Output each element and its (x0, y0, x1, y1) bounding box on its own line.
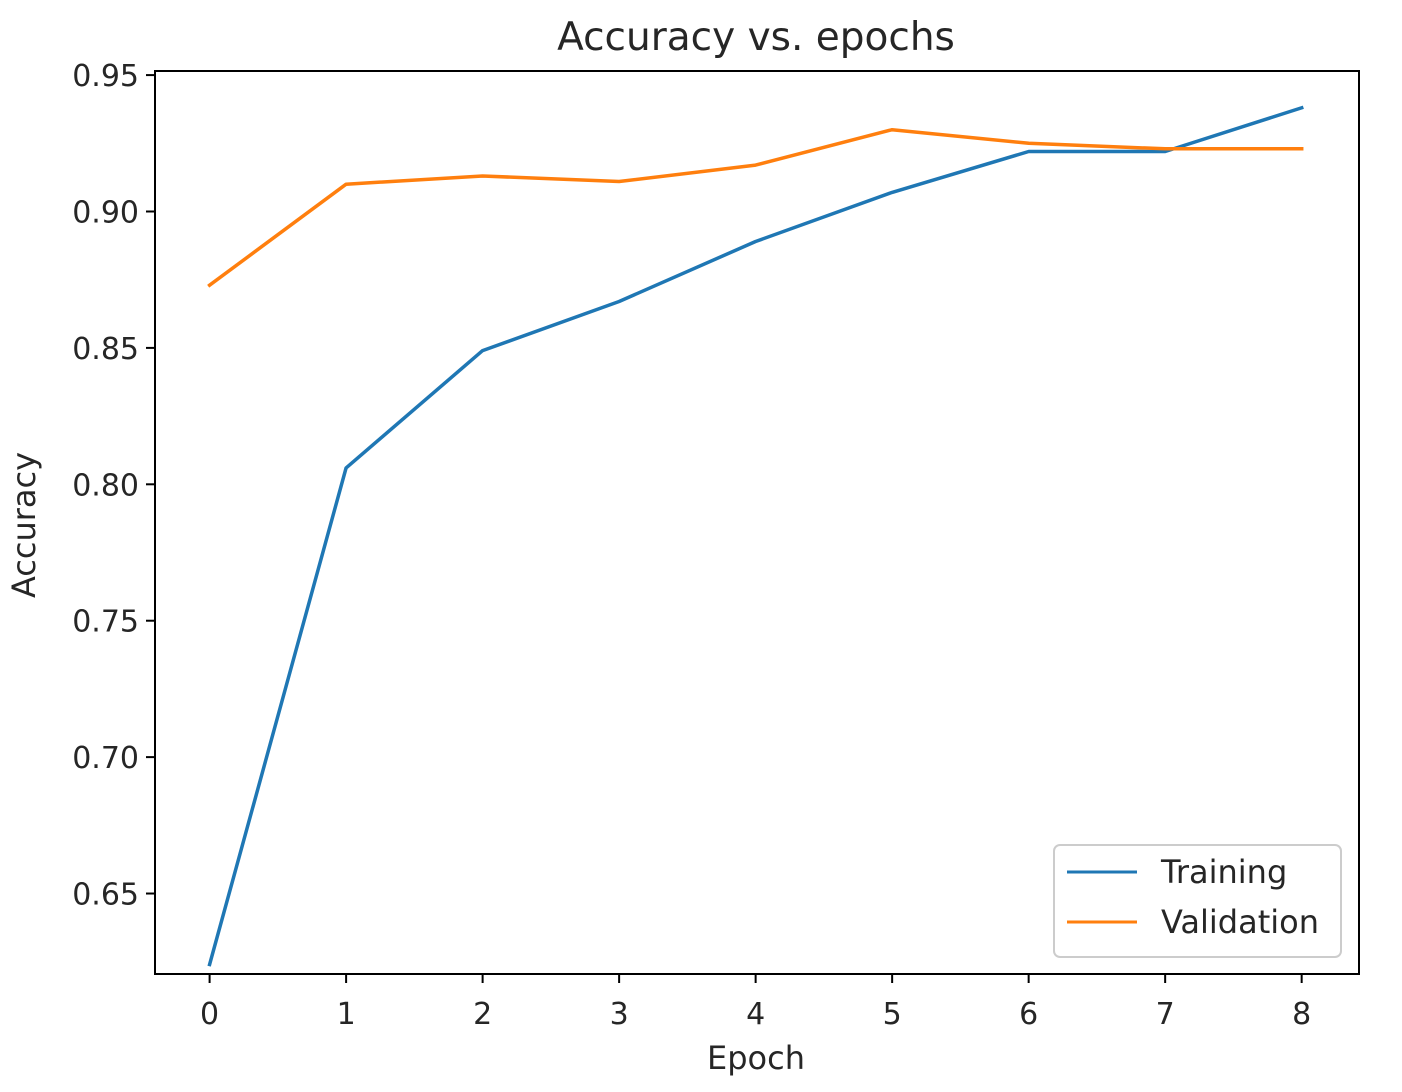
plot-area-frame (154, 70, 1360, 975)
x-tick-label: 0 (200, 997, 219, 1032)
x-tick-label: 1 (337, 997, 356, 1032)
y-tick-label: 0.85 (72, 332, 139, 367)
x-tick-label: 3 (610, 997, 629, 1032)
chart-legend: Training Validation (1053, 844, 1342, 958)
y-tick-label: 0.75 (72, 605, 139, 640)
y-axis-ticks: 0.65 0.70 0.75 0.80 0.85 0.90 0.95 (72, 59, 155, 913)
x-axis-ticks: 0 1 2 3 4 5 6 7 8 (200, 974, 1311, 1032)
y-tick-label: 0.90 (72, 195, 139, 230)
x-axis-label: Epoch (707, 1039, 805, 1077)
y-tick-label: 0.70 (72, 741, 139, 776)
y-tick-label: 0.80 (72, 468, 139, 503)
chart-title: Accuracy vs. epochs (557, 15, 955, 60)
series-line-validation (207, 127, 1304, 288)
x-tick-label: 7 (1156, 997, 1175, 1032)
y-tick-label: 0.65 (72, 878, 139, 913)
x-tick-label: 8 (1292, 997, 1311, 1032)
legend-label-training: Training (1160, 853, 1287, 891)
y-axis-label: Accuracy (5, 452, 43, 598)
series-lines (207, 105, 1304, 967)
x-tick-label: 4 (746, 997, 765, 1032)
y-tick-label: 0.95 (72, 59, 139, 94)
series-line-training (207, 105, 1304, 967)
x-tick-label: 6 (1019, 997, 1038, 1032)
x-tick-label: 5 (883, 997, 902, 1032)
x-tick-label: 2 (473, 997, 492, 1032)
legend-label-validation: Validation (1161, 903, 1319, 941)
